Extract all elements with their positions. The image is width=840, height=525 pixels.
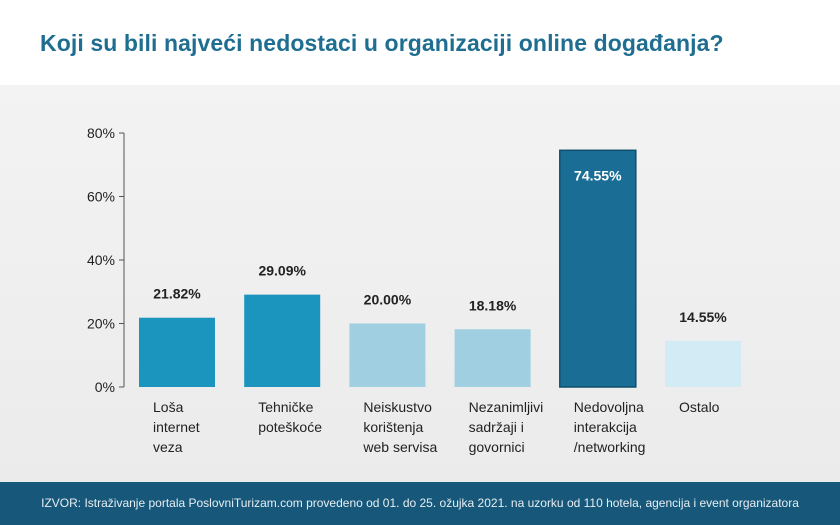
bar-value-label: 74.55% bbox=[574, 167, 622, 183]
y-tick-label: 20% bbox=[87, 316, 115, 332]
bar bbox=[454, 329, 531, 387]
y-tick-label: 0% bbox=[95, 379, 115, 395]
chart-title: Koji su bili najveći nedostaci u organiz… bbox=[40, 30, 724, 56]
x-axis-labels: Loša internet veza Tehničke poteškoće Neiskus… bbox=[153, 399, 720, 455]
bar bbox=[244, 294, 321, 387]
x-category-label: Nezanimljivi sadržaji i govornici bbox=[469, 399, 544, 455]
y-tick-label: 80% bbox=[87, 125, 115, 141]
x-category-label: Tehničke poteškoće bbox=[258, 399, 322, 435]
chart-area bbox=[0, 85, 840, 482]
x-category-label: Ostalo bbox=[679, 399, 720, 415]
source-note: IZVOR: Istraživanje portala PoslovniTuri… bbox=[41, 496, 799, 510]
x-category-label: Loša internet veza bbox=[153, 399, 200, 455]
bar bbox=[559, 149, 637, 388]
bar bbox=[665, 340, 741, 387]
bar-value-label: 20.00% bbox=[364, 292, 412, 308]
bars bbox=[139, 149, 741, 388]
title-band bbox=[0, 0, 840, 85]
bar bbox=[139, 317, 215, 387]
y-tick-label: 40% bbox=[87, 252, 115, 268]
x-category-label: Nedovoljna interakcija/networking bbox=[574, 399, 646, 455]
bar-value-label: 21.82% bbox=[153, 286, 201, 302]
value-labels: 21.82% 29.09% 20.00% 18.18% 74.55% 14.55% bbox=[153, 167, 727, 324]
footer-bar: IZVOR: Istraživanje portala PoslovniTuri… bbox=[0, 482, 840, 525]
bar-value-label: 18.18% bbox=[469, 297, 517, 313]
y-axis: 0% 20% 40% 60% 80% bbox=[87, 125, 125, 395]
bar-value-label: 14.55% bbox=[679, 309, 727, 325]
bar-chart: 0% 20% 40% 60% 80% 21.82% 29.09% 20.00% 18.18% 7… bbox=[87, 125, 741, 455]
bar bbox=[349, 323, 426, 387]
y-tick-label: 60% bbox=[87, 189, 115, 205]
bar-value-label: 29.09% bbox=[258, 263, 306, 279]
x-category-label: Neiskustvo korištenja web servisa bbox=[362, 399, 437, 455]
